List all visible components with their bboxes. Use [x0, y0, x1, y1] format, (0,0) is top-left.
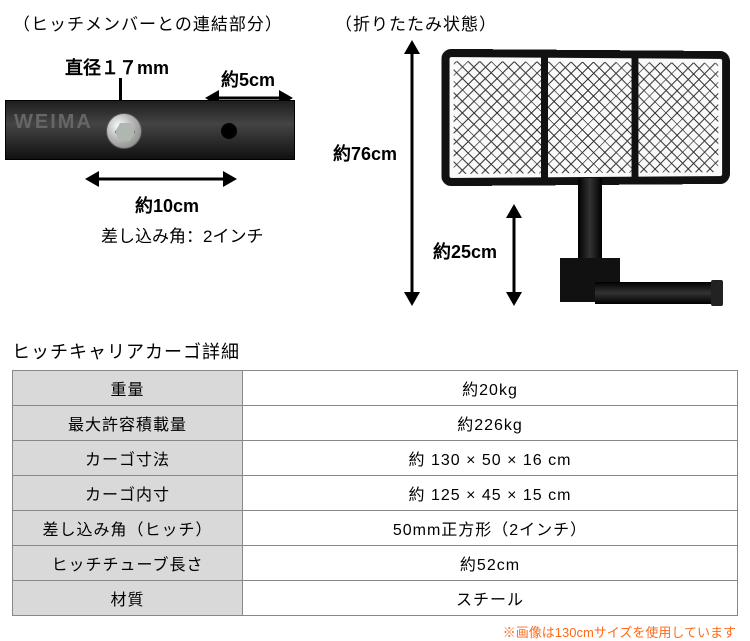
spec-key: 差し込み角（ヒッチ）	[13, 511, 243, 546]
hitch-tube	[595, 282, 715, 304]
spec-key: カーゴ寸法	[13, 441, 243, 476]
diameter-label: 直径１７mm	[65, 54, 169, 80]
bolt-icon	[106, 113, 142, 149]
mesh-divider	[631, 58, 638, 176]
spec-key: 最大許容積載量	[13, 406, 243, 441]
spec-val: 50mm正方形（2インチ）	[243, 511, 738, 546]
cargo-frame-icon	[441, 49, 729, 186]
h76-arrow	[403, 40, 421, 306]
spec-val: スチール	[243, 581, 738, 616]
h25-label: 約25cm	[433, 238, 497, 264]
spec-key: 材質	[13, 581, 243, 616]
w10-arrow	[85, 170, 237, 188]
spec-key: 重量	[13, 371, 243, 406]
mesh-divider	[541, 58, 548, 178]
w5-label: 約5cm	[221, 66, 275, 92]
insert-angle-label: 差し込み角：2インチ	[101, 222, 263, 247]
cargo-post	[578, 178, 602, 266]
footnote: ※画像は130cmサイズを使用しています	[0, 616, 750, 641]
w10-label: 約10cm	[135, 192, 199, 218]
diagram-section: （ヒッチメンバーとの連結部分） 直径１７mm 約5cm WEIMA 約10cm …	[0, 0, 750, 330]
spec-key: ヒッチチューブ長さ	[13, 546, 243, 581]
pin-hole-icon	[221, 123, 237, 139]
left-diagram: （ヒッチメンバーとの連結部分） 直径１７mm 約5cm WEIMA 約10cm …	[5, 10, 335, 325]
hitch-bar: WEIMA	[5, 100, 295, 160]
table-row: 差し込み角（ヒッチ）50mm正方形（2インチ）	[13, 511, 738, 546]
h76-label: 約76cm	[333, 140, 397, 166]
pointer-line	[119, 78, 122, 102]
table-row: 重量約20kg	[13, 371, 738, 406]
table-row: 最大許容積載量約226kg	[13, 406, 738, 441]
table-row: 材質スチール	[13, 581, 738, 616]
spec-val: 約20kg	[243, 371, 738, 406]
left-caption: （ヒッチメンバーとの連結部分）	[5, 10, 335, 35]
spec-val: 約226kg	[243, 406, 738, 441]
h25-arrow	[505, 204, 523, 306]
table-row: カーゴ内寸約 125 × 45 × 15 cm	[13, 476, 738, 511]
spec-val: 約 130 × 50 × 16 cm	[243, 441, 738, 476]
hitch-tube-cap	[711, 280, 723, 306]
spec-title: ヒッチキャリアカーゴ詳細	[0, 330, 750, 370]
right-diagram: （折りたたみ状態） 約76cm 約25cm	[335, 10, 745, 325]
brand-text: WEIMA	[14, 111, 93, 134]
spec-val: 約 125 × 45 × 15 cm	[243, 476, 738, 511]
table-row: カーゴ寸法約 130 × 50 × 16 cm	[13, 441, 738, 476]
spec-table: 重量約20kg 最大許容積載量約226kg カーゴ寸法約 130 × 50 × …	[12, 370, 738, 616]
table-row: ヒッチチューブ長さ約52cm	[13, 546, 738, 581]
cargo-mesh	[454, 61, 719, 174]
spec-val: 約52cm	[243, 546, 738, 581]
spec-key: カーゴ内寸	[13, 476, 243, 511]
right-caption: （折りたたみ状態）	[335, 10, 745, 35]
